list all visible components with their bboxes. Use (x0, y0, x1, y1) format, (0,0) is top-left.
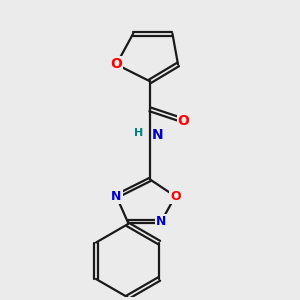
Text: N: N (152, 128, 164, 142)
Text: H: H (134, 128, 143, 138)
Text: N: N (156, 215, 166, 228)
Text: O: O (170, 190, 181, 203)
Text: O: O (178, 114, 190, 128)
Text: N: N (111, 190, 122, 203)
Text: O: O (110, 58, 122, 71)
